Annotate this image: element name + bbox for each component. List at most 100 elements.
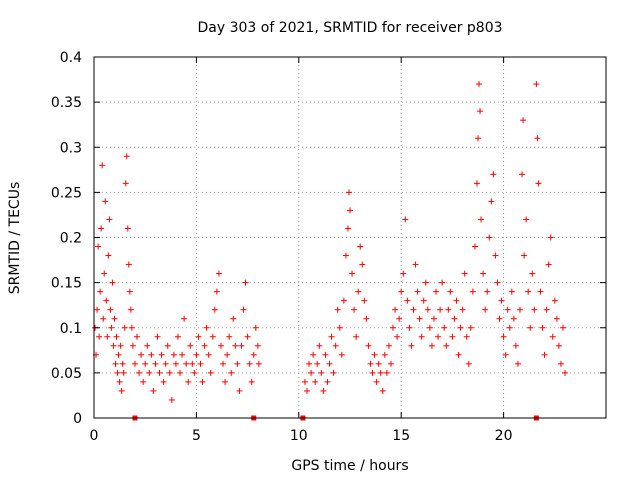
data-point	[127, 306, 134, 313]
data-point	[404, 297, 411, 304]
data-point	[254, 342, 261, 349]
data-point	[224, 351, 231, 358]
data-point	[459, 306, 466, 313]
data-point	[220, 360, 227, 367]
data-point	[541, 351, 548, 358]
data-point	[373, 378, 380, 385]
data-point	[97, 288, 104, 295]
axis-ticks	[93, 56, 606, 419]
data-point	[525, 288, 532, 295]
data-point	[112, 360, 119, 367]
data-point	[508, 288, 515, 295]
data-point	[107, 306, 114, 313]
data-point	[109, 279, 116, 286]
y-tick-label: 0.4	[60, 50, 82, 66]
data-point	[527, 324, 534, 331]
data-point	[453, 297, 460, 304]
x-tick-label: 10	[290, 428, 308, 444]
data-point	[473, 180, 480, 187]
data-point	[520, 117, 527, 124]
x-tick-label: 20	[495, 428, 513, 444]
data-point	[95, 243, 102, 250]
data-point	[504, 306, 511, 313]
data-point	[101, 270, 108, 277]
data-point	[150, 387, 157, 394]
y-tick-label: 0.25	[51, 185, 82, 201]
data-point	[478, 216, 485, 223]
data-point	[435, 333, 442, 340]
data-point	[414, 288, 421, 295]
data-point	[334, 306, 341, 313]
data-point	[394, 333, 401, 340]
data-point	[457, 324, 464, 331]
data-point	[105, 252, 112, 259]
data-point	[199, 378, 206, 385]
data-point	[252, 324, 259, 331]
data-point	[213, 288, 220, 295]
data-point	[347, 207, 353, 214]
data-point	[455, 351, 462, 358]
data-point	[103, 297, 110, 304]
data-point	[181, 315, 188, 322]
data-point	[469, 288, 476, 295]
data-point	[244, 333, 251, 340]
data-point	[510, 315, 517, 322]
data-point	[142, 360, 149, 367]
data-point	[179, 351, 186, 358]
data-point	[342, 252, 349, 259]
data-point	[365, 342, 372, 349]
data-point	[217, 342, 224, 349]
data-point	[400, 270, 407, 277]
data-point	[467, 324, 474, 331]
data-point	[255, 360, 262, 367]
data-point	[534, 135, 541, 142]
y-tick-label: 0.3	[60, 140, 82, 156]
data-point	[449, 333, 456, 340]
data-point	[396, 315, 403, 322]
data-point	[242, 279, 249, 286]
data-point	[553, 315, 560, 322]
x-axis-label: GPS time / hours	[291, 458, 408, 474]
data-point	[465, 360, 472, 367]
data-point	[484, 288, 491, 295]
data-point	[355, 288, 362, 295]
data-point	[232, 342, 239, 349]
data-point	[549, 333, 556, 340]
data-point	[340, 297, 347, 304]
data-point	[156, 369, 163, 376]
data-point	[125, 261, 132, 268]
data-point	[476, 81, 483, 88]
data-point	[240, 306, 247, 313]
data-point	[203, 324, 210, 331]
data-point	[308, 369, 315, 376]
data-point	[367, 360, 374, 367]
data-point	[330, 369, 337, 376]
data-point	[471, 243, 478, 250]
data-point	[100, 315, 107, 322]
data-point	[248, 378, 255, 385]
data-point	[451, 315, 458, 322]
data-point	[523, 216, 530, 223]
data-point	[502, 351, 509, 358]
data-point	[215, 270, 222, 277]
data-point	[494, 279, 501, 286]
data-point	[322, 351, 329, 358]
data-point	[531, 306, 538, 313]
x-tick-label: 5	[192, 428, 201, 444]
data-point	[94, 306, 101, 313]
data-point	[131, 360, 138, 367]
data-point	[177, 369, 184, 376]
data-point	[332, 342, 339, 349]
data-point	[387, 360, 394, 367]
data-point	[154, 333, 161, 340]
data-point	[113, 333, 120, 340]
data-point	[418, 333, 425, 340]
data-point	[461, 270, 468, 277]
data-point	[230, 315, 237, 322]
data-point	[422, 279, 429, 286]
data-point	[410, 306, 417, 313]
data-point	[236, 387, 243, 394]
chart-title: Day 303 of 2021, SRMTID for receiver p80…	[197, 20, 502, 36]
data-point	[96, 333, 103, 340]
y-tick-label: 0.35	[51, 95, 82, 111]
